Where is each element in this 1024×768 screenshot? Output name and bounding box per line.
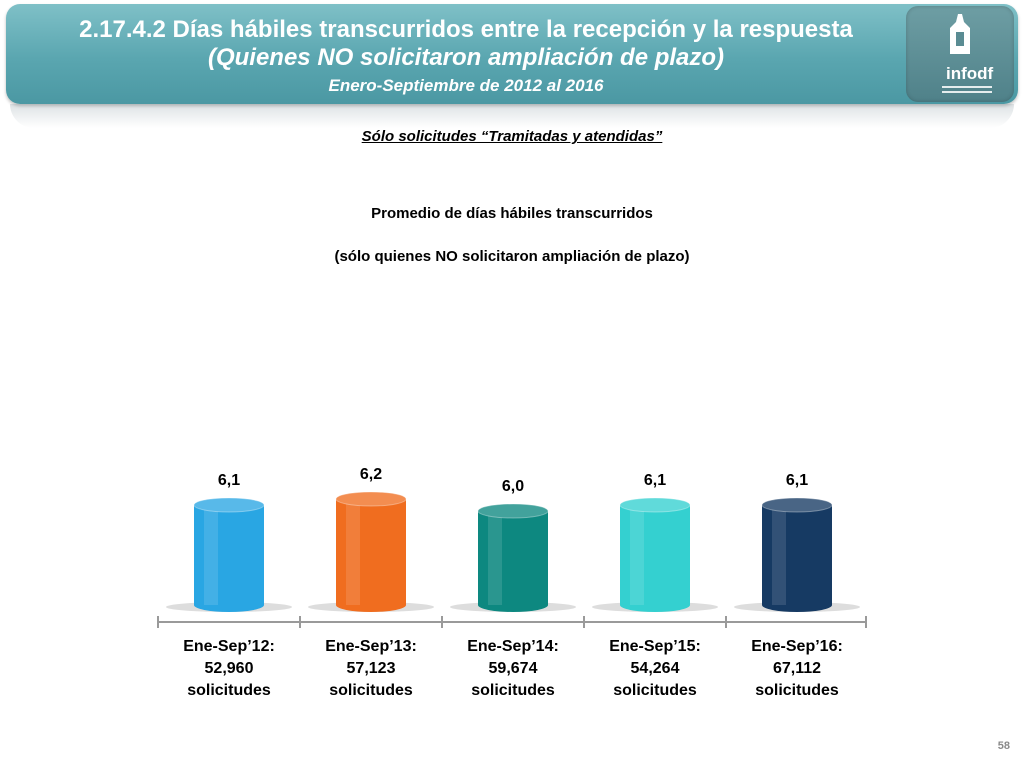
bar-top-shine	[762, 498, 832, 512]
bar-top-shine	[478, 504, 548, 518]
category-count: 54,264	[630, 660, 680, 677]
page-subtitle: (Quienes NO solicitaron ampliación de pl…	[207, 44, 725, 71]
page-number: 58	[997, 740, 1010, 752]
page-period: Enero-Septiembre de 2012 al 2016	[328, 76, 604, 95]
category-count: 59,674	[488, 660, 538, 677]
value-label: 6,1	[786, 472, 808, 489]
category-unit: solicitudes	[471, 682, 555, 699]
value-label: 6,2	[360, 466, 382, 483]
page-title: 2.17.4.2 Días hábiles transcurridos entr…	[79, 16, 853, 43]
bar-0	[194, 505, 264, 612]
category-period: Ene-Sep’13:	[325, 638, 417, 655]
note-text: Sólo solicitudes “Tramitadas y atendidas…	[361, 128, 663, 145]
bar-top	[619, 497, 691, 513]
bar-top	[761, 497, 833, 513]
category-label: Ene-Sep’14: 59,674 solicitudes	[453, 636, 573, 702]
bar-highlight	[204, 509, 218, 605]
logo-line	[942, 86, 992, 88]
category-label: Ene-Sep’15: 54,264 solicitudes	[595, 636, 715, 702]
bar-top-shine	[336, 492, 406, 506]
bar-highlight	[630, 509, 644, 605]
bar-2	[478, 511, 548, 612]
bar-highlight	[346, 503, 360, 605]
category-period: Ene-Sep’14:	[467, 638, 559, 655]
infodf-logo: infodf	[906, 6, 1014, 102]
header-shadow	[10, 104, 1014, 128]
bar-4	[762, 505, 832, 612]
bar-highlight	[772, 509, 786, 605]
value-label: 6,0	[502, 478, 524, 495]
category-period: Ene-Sep’12:	[183, 638, 275, 655]
building-icon	[950, 14, 970, 54]
category-unit: solicitudes	[755, 682, 839, 699]
category-count: 52,960	[204, 660, 254, 677]
bar-top-shine	[620, 498, 690, 512]
value-label: 6,1	[644, 472, 666, 489]
category-label: Ene-Sep’13: 57,123 solicitudes	[311, 636, 431, 702]
bar-highlight	[488, 515, 502, 605]
logo-line	[942, 91, 992, 93]
bar-top	[193, 497, 265, 513]
header-banner: 2.17.4.2 Días hábiles transcurridos entr…	[6, 4, 1018, 104]
bar-top	[477, 503, 549, 519]
category-label: Ene-Sep’12: 52,960 solicitudes	[169, 636, 289, 702]
category-unit: solicitudes	[187, 682, 271, 699]
logo-text: infodf	[946, 64, 994, 83]
category-count: 67,112	[772, 660, 822, 677]
category-period: Ene-Sep’15:	[609, 638, 701, 655]
bar-1	[336, 499, 406, 612]
category-label: Ene-Sep’16: 67,112 solicitudes	[737, 636, 857, 702]
category-unit: solicitudes	[329, 682, 413, 699]
chart-subtitle: (sólo quienes NO solicitaron ampliación …	[334, 248, 690, 265]
category-unit: solicitudes	[613, 682, 697, 699]
bar-3	[620, 505, 690, 612]
bar-top	[335, 491, 407, 507]
bar-top-shine	[194, 498, 264, 512]
category-period: Ene-Sep’16:	[751, 638, 843, 655]
chart-title: Promedio de días hábiles transcurridos	[371, 205, 653, 222]
value-label: 6,1	[218, 472, 240, 489]
category-count: 57,123	[346, 660, 396, 677]
